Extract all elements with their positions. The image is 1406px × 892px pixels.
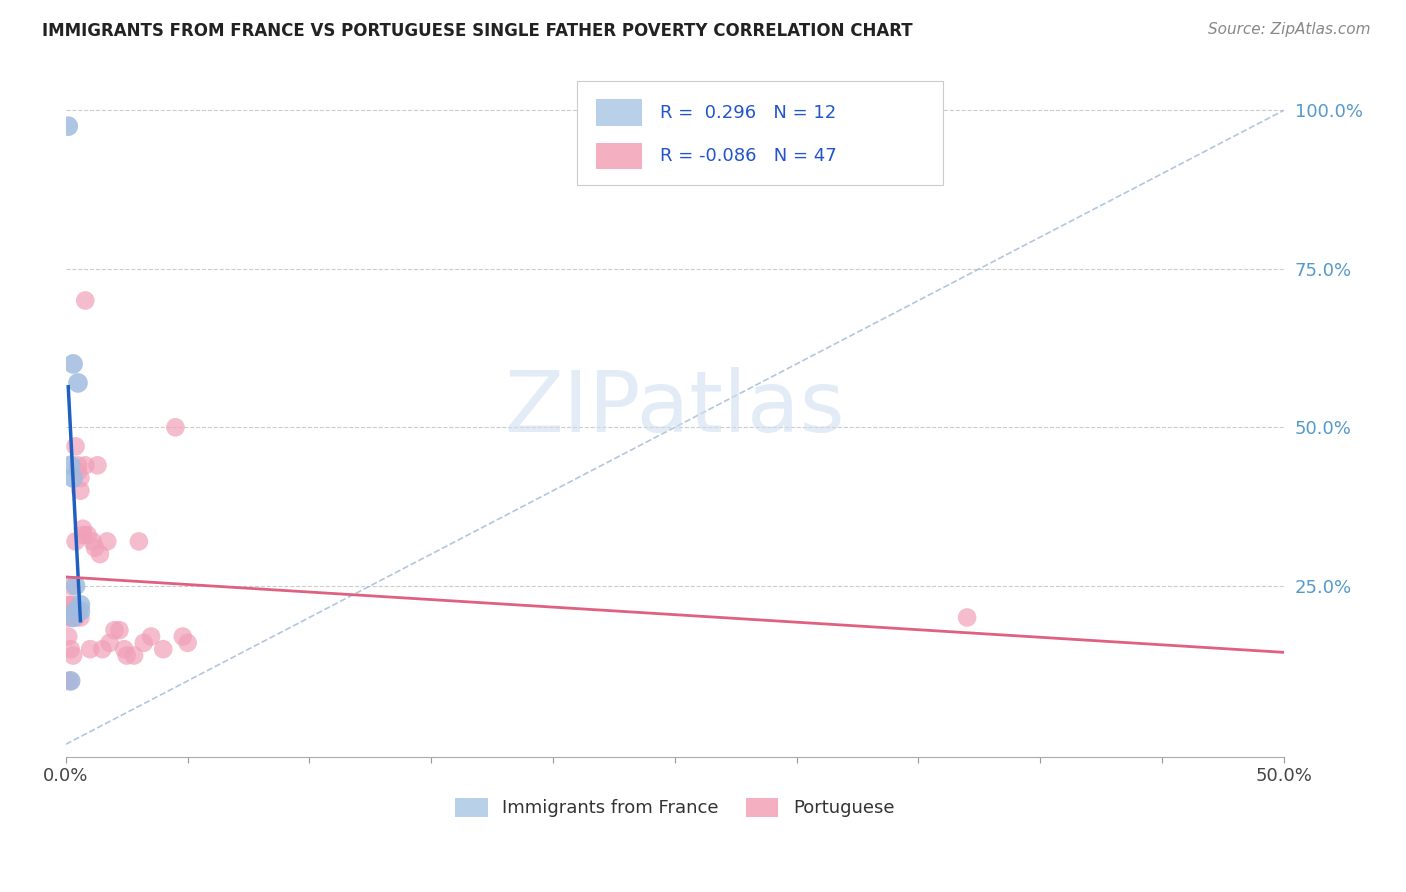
Point: [165, 420, 187, 434]
Point: [75, 458, 97, 473]
Point: [59, 598, 82, 612]
Point: [62, 604, 84, 618]
Point: [98, 636, 121, 650]
Point: [82, 534, 104, 549]
Point: [59, 610, 82, 624]
Point: [103, 623, 125, 637]
Text: R = -0.086   N = 47: R = -0.086 N = 47: [661, 147, 837, 165]
Point: [59, 642, 82, 657]
Point: [65, 610, 87, 624]
Point: [139, 630, 162, 644]
Point: [96, 534, 118, 549]
Point: [66, 604, 89, 618]
Point: [69, 471, 91, 485]
Point: [956, 610, 979, 624]
Point: [112, 642, 135, 657]
Point: [62, 471, 84, 485]
Point: [84, 541, 107, 555]
Point: [59, 673, 82, 688]
Text: R =  0.296   N = 12: R = 0.296 N = 12: [661, 103, 837, 121]
Point: [69, 604, 91, 618]
Point: [66, 465, 89, 479]
Point: [86, 458, 108, 473]
Point: [59, 579, 82, 593]
Point: [65, 439, 87, 453]
Point: [122, 648, 145, 663]
Legend: Immigrants from France, Portuguese: Immigrants from France, Portuguese: [449, 791, 901, 824]
Point: [69, 598, 91, 612]
Text: ZIPatlas: ZIPatlas: [505, 367, 845, 450]
Point: [115, 648, 138, 663]
Point: [172, 630, 194, 644]
Point: [69, 483, 91, 498]
Point: [65, 579, 87, 593]
Point: [62, 610, 84, 624]
FancyBboxPatch shape: [596, 143, 643, 169]
Point: [58, 610, 80, 624]
FancyBboxPatch shape: [596, 99, 643, 126]
Point: [65, 604, 87, 618]
Point: [62, 648, 84, 663]
Point: [58, 630, 80, 644]
Point: [72, 522, 94, 536]
Point: [58, 119, 80, 133]
Point: [89, 547, 111, 561]
Point: [66, 458, 89, 473]
Point: [59, 673, 82, 688]
Point: [79, 642, 101, 657]
Point: [59, 458, 82, 473]
Point: [62, 357, 84, 371]
Point: [108, 623, 131, 637]
FancyBboxPatch shape: [578, 80, 943, 186]
Point: [128, 534, 150, 549]
Point: [176, 636, 198, 650]
Point: [62, 598, 84, 612]
Text: IMMIGRANTS FROM FRANCE VS PORTUGUESE SINGLE FATHER POVERTY CORRELATION CHART: IMMIGRANTS FROM FRANCE VS PORTUGUESE SIN…: [42, 22, 912, 40]
Point: [58, 673, 80, 688]
Point: [65, 534, 87, 549]
Point: [69, 610, 91, 624]
Point: [66, 376, 89, 390]
Point: [72, 528, 94, 542]
Point: [75, 293, 97, 308]
Point: [62, 610, 84, 624]
Text: Source: ZipAtlas.com: Source: ZipAtlas.com: [1208, 22, 1371, 37]
Point: [91, 642, 114, 657]
Point: [152, 642, 174, 657]
Point: [132, 636, 155, 650]
Point: [76, 528, 98, 542]
Point: [58, 598, 80, 612]
